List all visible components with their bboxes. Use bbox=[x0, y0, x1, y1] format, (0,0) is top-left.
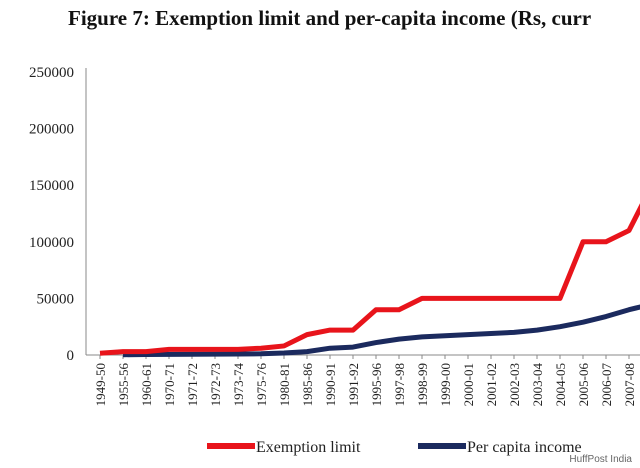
legend: Exemption limit Per capita income bbox=[207, 439, 582, 456]
source-credit: HuffPost India bbox=[569, 454, 632, 465]
x-tick-label: 1955-56 bbox=[116, 363, 131, 407]
x-tick-label: 2007-08 bbox=[622, 363, 637, 406]
x-tick-label: 1985-86 bbox=[300, 363, 315, 407]
y-tick-label: 150000 bbox=[29, 178, 74, 194]
legend-label: Per capita income bbox=[467, 439, 582, 456]
x-tick-label: 1991-92 bbox=[346, 363, 361, 406]
x-tick-label: 1980-81 bbox=[277, 363, 292, 406]
y-tick-label: 0 bbox=[67, 348, 75, 364]
x-tick-label: 1971-72 bbox=[185, 363, 200, 406]
y-tick-label: 50000 bbox=[37, 291, 75, 307]
legend-item-per-capita-income: Per capita income bbox=[418, 439, 582, 456]
series-line-exemption-limit bbox=[99, 203, 640, 356]
x-tick-label: 2006-07 bbox=[599, 363, 614, 407]
x-tick-label: 1960-61 bbox=[139, 363, 154, 406]
y-tick-label: 100000 bbox=[29, 235, 74, 251]
x-tick-label: 2000-01 bbox=[461, 363, 476, 406]
x-tick-label: 1973-74 bbox=[231, 363, 246, 407]
chart-title: Figure 7: Exemption limit and per-capita… bbox=[68, 6, 592, 30]
legend-item-exemption-limit: Exemption limit bbox=[207, 439, 361, 456]
y-tick-label: 250000 bbox=[29, 65, 74, 81]
x-tick-label: 1990-91 bbox=[323, 363, 338, 406]
x-tick-label: 1998-99 bbox=[415, 363, 430, 406]
x-tick-label: 1995-96 bbox=[369, 363, 384, 407]
y-axis: 0 50000 100000 150000 200000 250000 bbox=[29, 65, 87, 364]
x-tick-label: 2002-03 bbox=[507, 363, 522, 406]
series-line-per-capita-income bbox=[122, 304, 640, 358]
x-tick-label: 1949-50 bbox=[93, 363, 108, 406]
x-tick-label: 1970-71 bbox=[162, 363, 177, 406]
series-lines bbox=[99, 203, 640, 358]
x-tick-label: 2004-05 bbox=[553, 363, 568, 406]
y-tick-label: 200000 bbox=[29, 122, 74, 138]
x-tick-label: 2001-02 bbox=[484, 363, 499, 406]
x-tick-label: 2003-04 bbox=[530, 363, 545, 407]
x-tick-label: 2005-06 bbox=[576, 363, 591, 407]
x-axis: 1949-50 1955-56 1960-61 1970-71 1971-72 1972-… bbox=[86, 354, 640, 407]
x-tick-label: 1999-00 bbox=[438, 363, 453, 406]
x-tick-label: 1997-98 bbox=[392, 363, 407, 406]
x-tick-label: 1975-76 bbox=[254, 363, 269, 407]
legend-label: Exemption limit bbox=[256, 439, 361, 456]
x-tick-label: 1972-73 bbox=[208, 363, 223, 406]
